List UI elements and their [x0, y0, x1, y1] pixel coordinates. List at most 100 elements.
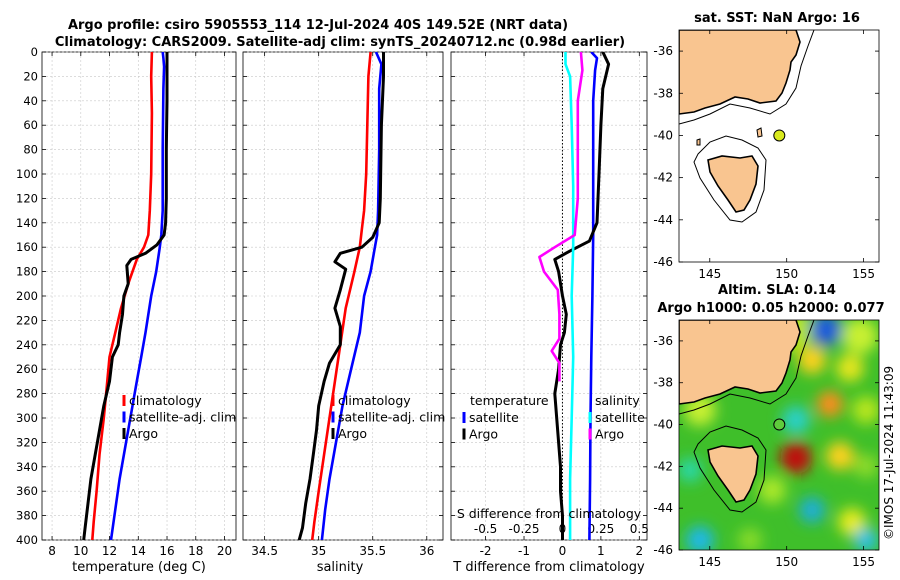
difference-line-1	[553, 52, 611, 540]
difference-panel: -2 -1 0 1 2 -0.5 -0.25 0 0.25 0.5 T difference f…	[450, 51, 649, 575]
x-tick-label: 34.5	[251, 544, 278, 558]
x-tick-label: -1	[518, 544, 530, 558]
depth-tick-label: 120	[16, 191, 38, 205]
map-y-tick-label: -38	[653, 376, 673, 390]
salinity-xlabel: salinity	[317, 560, 364, 575]
x-tick-label: 35.5	[359, 544, 386, 558]
x-tick-label: 20	[217, 544, 232, 558]
temperature-grid	[42, 51, 236, 541]
depth-tick-label: 280	[16, 387, 38, 401]
x-tick-label: 35	[311, 544, 326, 558]
x-tick-label: 16	[159, 544, 174, 558]
sla-map-subtitle: Argo h1000: 0.05 h2000: 0.077	[657, 301, 884, 316]
x-tick-label: -2	[480, 544, 492, 558]
t-difference-tick-labels: -2 -1 0 1 2	[480, 544, 644, 558]
float-position-marker	[773, 129, 786, 142]
legend-label: satellite	[469, 410, 519, 425]
map-y-tick-label: -46	[653, 255, 673, 269]
depth-tick-label: 240	[16, 338, 38, 352]
king-island	[696, 138, 701, 146]
x-tick-label: 14	[131, 544, 146, 558]
depth-tick-label: 200	[16, 289, 38, 303]
x-tick-label: 10	[73, 544, 88, 558]
x-tick-label: 0	[559, 544, 567, 558]
depth-tick-label: 0	[31, 45, 38, 59]
sla-map-panel: Altim. SLA: 0.14 Argo h1000: 0.05 h2000:…	[653, 283, 884, 569]
t-difference-xlabel: T difference from climatology	[452, 560, 645, 575]
legend-label: satellite-adj. clim	[338, 410, 445, 425]
legend-label: satellite	[595, 410, 645, 425]
depth-tick-label: 360	[16, 484, 38, 498]
map-x-tick-label: 155	[852, 267, 875, 281]
map-y-tick-label: -42	[653, 171, 673, 185]
x-tick-label: 18	[188, 544, 203, 558]
depth-tick-label: 340	[16, 460, 38, 474]
s-diff-tick-label: 0.5	[630, 522, 649, 536]
depth-tick-label: 300	[16, 411, 38, 425]
imos-credit: ©IMOS 17-Jul-2024 11:43:09	[882, 366, 896, 540]
sla-tasmania-shelf	[693, 425, 767, 513]
header-title: Argo profile: csiro 5905553_114 12-Jul-2…	[68, 18, 568, 33]
depth-tick-label: 260	[16, 362, 38, 376]
tasmania-shelf	[693, 135, 767, 223]
mainland-land	[679, 30, 801, 115]
depth-tick-label: 160	[16, 240, 38, 254]
temperature-panel: 0 20 40 60 80 100 120 140 160 180 200 220 240 260 280 3…	[16, 45, 237, 575]
sst-map-ticks: 145 150 155 -36 -38 -40 -42 -44 -46	[653, 30, 879, 281]
map-x-tick-label: 145	[698, 267, 721, 281]
temperature-series	[82, 52, 169, 540]
sla-tasmania-land	[707, 445, 759, 503]
map-y-tick-label: -46	[653, 543, 673, 557]
map-x-tick-label: 145	[698, 555, 721, 569]
depth-tick-label: 60	[23, 118, 38, 132]
header-subtitle: Climatology: CARS2009. Satellite-adj cli…	[55, 35, 625, 50]
map-y-tick-label: -38	[653, 86, 673, 100]
depth-tick-labels: 0 20 40 60 80 100 120 140 160 180 200 220 240 260 280 3…	[16, 45, 38, 547]
map-x-tick-label: 150	[775, 267, 798, 281]
legend-label: Argo	[469, 427, 498, 442]
flinders-island	[756, 127, 763, 138]
temperature-line-2	[82, 52, 169, 540]
legend-label: satellite-adj. clim	[129, 410, 236, 425]
s-diff-tick-label: -0.25	[508, 522, 539, 536]
difference-grid	[451, 51, 647, 541]
temperature-xlabel: temperature (deg C)	[72, 560, 206, 575]
legend-label: Argo	[129, 426, 158, 441]
salinity-panel: 34.5 35 35.5 36 salinity climatology satelli…	[242, 51, 445, 575]
map-y-tick-label: -44	[653, 501, 673, 515]
difference-line-2	[564, 52, 575, 540]
sla-map-ticks: 145 150 155 -36 -38 -40 -42 -44 -46	[653, 320, 879, 569]
legend-title-salinity: salinity	[595, 393, 640, 408]
depth-tick-label: 320	[16, 435, 38, 449]
x-tick-label: 36	[419, 544, 434, 558]
x-tick-label: 2	[635, 544, 643, 558]
sla-map-frame	[678, 319, 880, 551]
legend-label: climatology	[338, 393, 411, 408]
map-x-tick-label: 150	[775, 555, 798, 569]
s-diff-tick-label: -0.5	[474, 522, 497, 536]
legend-label: Argo	[595, 427, 624, 442]
temperature-line-1	[109, 52, 166, 540]
salinity-line-2	[297, 52, 385, 540]
salinity-line-1	[320, 52, 383, 540]
x-tick-label: 12	[102, 544, 117, 558]
map-y-tick-label: -42	[653, 459, 673, 473]
s-diff-tick-label: 0.25	[588, 522, 615, 536]
sla-map-title: Altim. SLA: 0.14	[718, 283, 836, 298]
depth-tick-label: 40	[23, 94, 38, 108]
depth-tick-label: 140	[16, 216, 38, 230]
sla-mainland-land	[679, 320, 801, 405]
map-y-tick-label: -36	[653, 334, 673, 348]
map-y-tick-label: -40	[653, 128, 673, 142]
depth-tick-label: 80	[23, 143, 38, 157]
temperature-tick-labels: 8 10 12 14 16 18 20	[48, 544, 232, 558]
salinity-grid	[243, 51, 443, 541]
depth-tick-label: 20	[23, 69, 38, 83]
depth-tick-label: 180	[16, 265, 38, 279]
legend-label: Argo	[338, 426, 367, 441]
difference-legend: temperature salinity satellite Argo satellit…	[462, 393, 645, 442]
mainland-shelf	[679, 30, 815, 125]
